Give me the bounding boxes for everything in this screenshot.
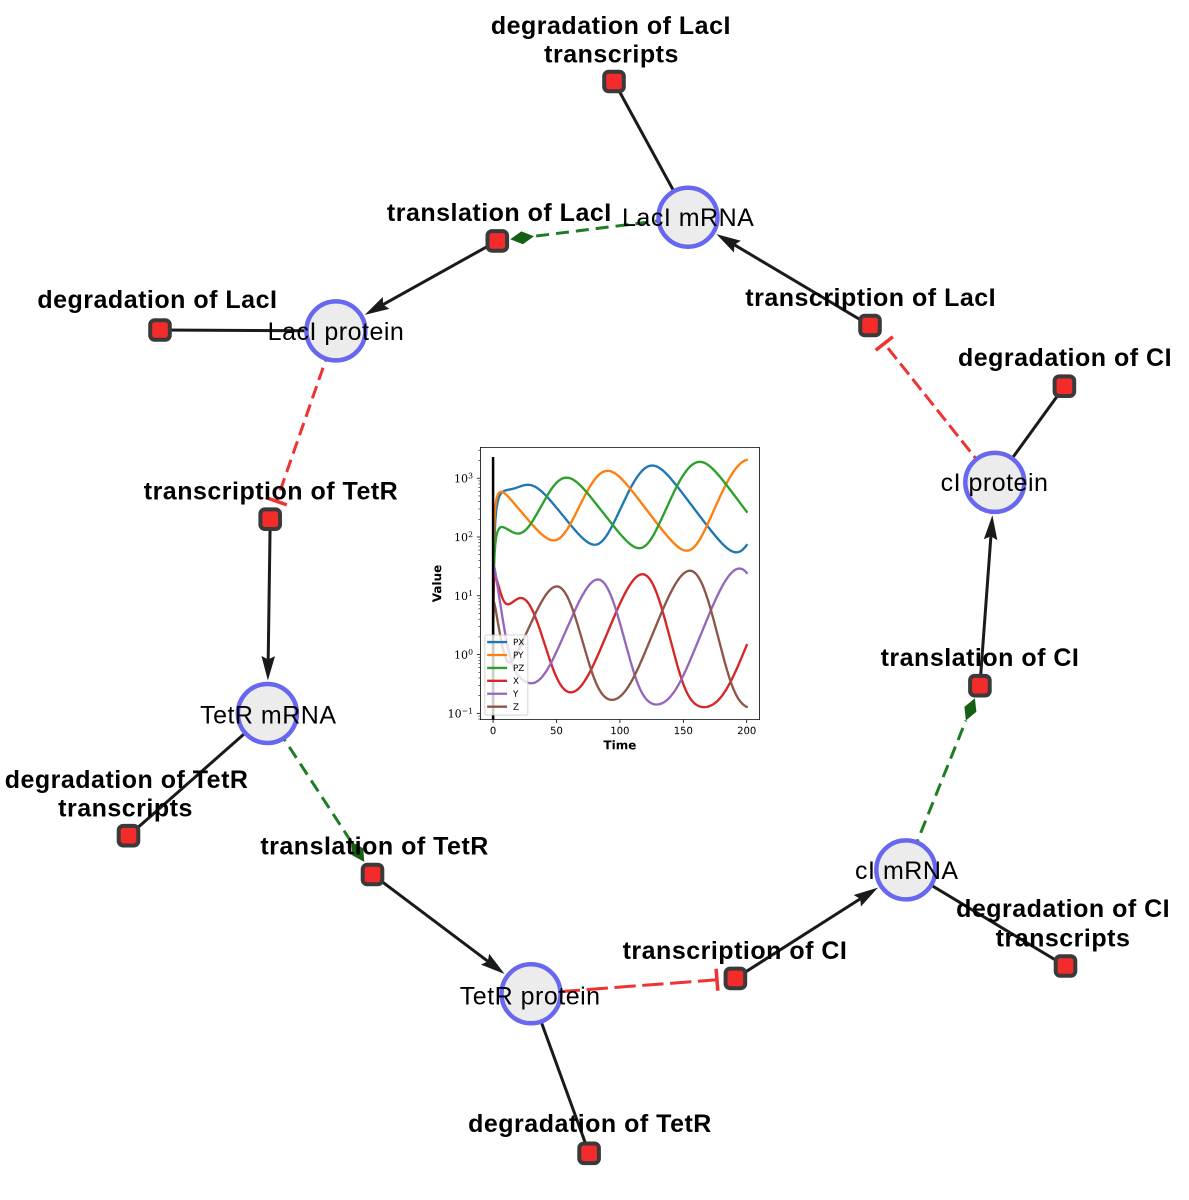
svg-text:degradation of LacI: degradation of LacI — [37, 286, 277, 314]
svg-text:TetR protein: TetR protein — [460, 983, 601, 1011]
svg-text:degradation of LacI: degradation of LacI — [491, 12, 731, 40]
svg-text:transcription of CI: transcription of CI — [623, 937, 848, 965]
svg-text:translation of LacI: translation of LacI — [387, 199, 612, 227]
svg-text:cI mRNA: cI mRNA — [855, 857, 959, 885]
svg-text:cI protein: cI protein — [941, 469, 1049, 497]
svg-text:transcription of LacI: transcription of LacI — [745, 284, 996, 312]
svg-text:translation of TetR: translation of TetR — [260, 833, 488, 861]
svg-text:degradation of CI: degradation of CI — [956, 895, 1170, 923]
svg-text:LacI protein: LacI protein — [268, 318, 405, 346]
svg-text:LacI mRNA: LacI mRNA — [622, 204, 754, 232]
svg-text:translation of CI: translation of CI — [881, 644, 1080, 672]
svg-text:transcripts: transcripts — [58, 794, 193, 822]
svg-text:degradation of CI: degradation of CI — [958, 344, 1172, 372]
svg-text:transcripts: transcripts — [996, 925, 1131, 953]
svg-text:degradation of TetR: degradation of TetR — [5, 766, 249, 794]
svg-text:transcripts: transcripts — [544, 40, 679, 68]
svg-text:TetR mRNA: TetR mRNA — [200, 701, 336, 729]
svg-text:transcription of TetR: transcription of TetR — [144, 478, 398, 506]
svg-text:degradation of TetR: degradation of TetR — [468, 1110, 712, 1138]
